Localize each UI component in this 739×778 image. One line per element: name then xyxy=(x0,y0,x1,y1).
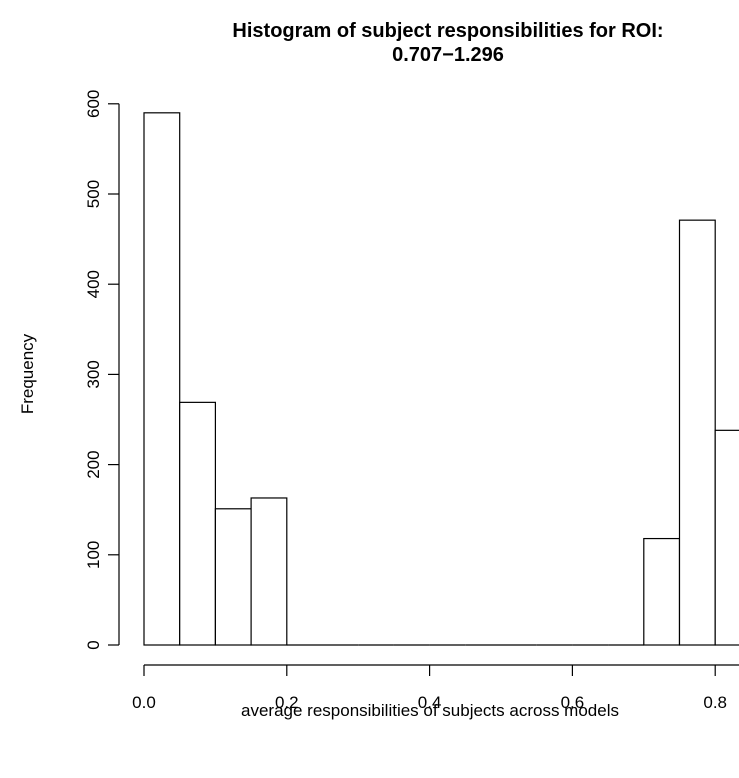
x-tick-label: 0.8 xyxy=(703,693,727,712)
histogram-bars xyxy=(143,112,739,646)
y-tick-label: 600 xyxy=(84,90,103,118)
y-tick-label: 500 xyxy=(84,180,103,208)
x-tick-label: 0.2 xyxy=(275,693,299,712)
histogram-bar xyxy=(214,508,252,646)
histogram-bar xyxy=(250,497,288,646)
y-tick-label: 100 xyxy=(84,541,103,569)
y-axis-label: Frequency xyxy=(18,333,37,414)
y-tick-label: 400 xyxy=(84,270,103,298)
histogram-bar xyxy=(179,401,216,646)
x-tick-label: 0.0 xyxy=(132,693,156,712)
x-axis: 0.0 0.2 0.4 0.6 0.8 xyxy=(132,664,739,712)
y-axis: 0 100 200 300 400 500 600 xyxy=(84,90,120,650)
x-tick-label: 0.6 xyxy=(561,693,585,712)
histogram-bar xyxy=(678,219,716,646)
histogram-bar xyxy=(143,112,181,646)
x-tick-label: 0.4 xyxy=(418,693,442,712)
chart-title-line-2: 0.707−1.296 xyxy=(392,44,504,66)
y-tick-label: 0 xyxy=(84,640,103,649)
x-axis-label: average responsibilities of subjects acr… xyxy=(241,701,619,720)
histogram-bar xyxy=(643,537,681,646)
chart-title: Histogram of subject responsibilities fo… xyxy=(232,20,663,66)
histogram-bar xyxy=(714,429,739,646)
y-tick-label: 200 xyxy=(84,450,103,478)
chart-title-line-1: Histogram of subject responsibilities fo… xyxy=(232,20,663,42)
y-tick-label: 300 xyxy=(84,360,103,388)
